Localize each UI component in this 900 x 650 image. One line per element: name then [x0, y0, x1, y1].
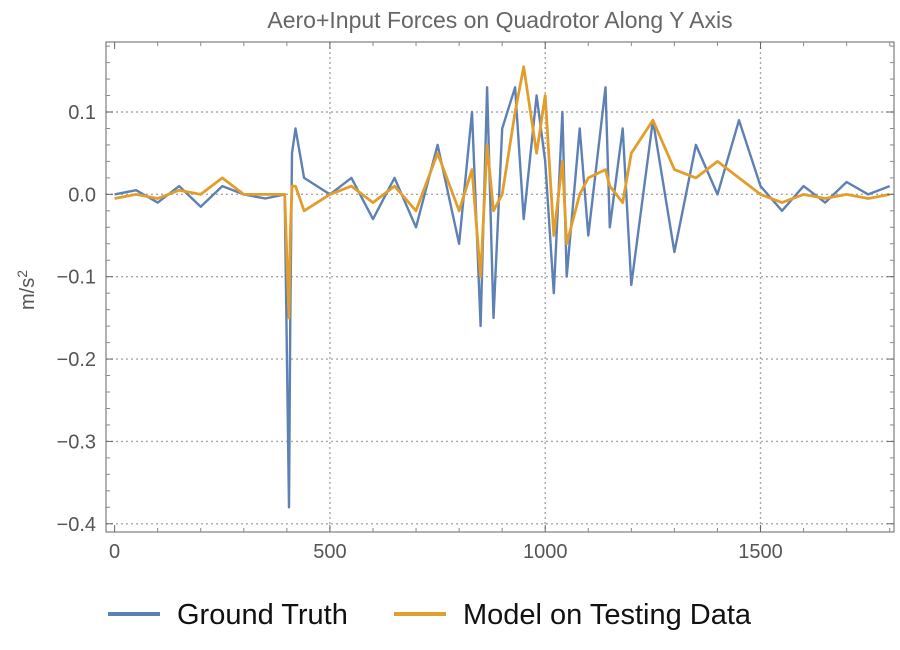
- plot-frame: [105, 41, 895, 533]
- y-axis-unit-exponent: 2: [14, 270, 30, 278]
- y-tick-label: −0.3: [57, 431, 96, 453]
- series-line-ground-truth: [114, 86, 891, 509]
- x-tick-label: 0: [109, 541, 120, 563]
- legend: Ground Truth Model on Testing Data: [108, 599, 752, 631]
- gridlines: [106, 42, 894, 532]
- y-axis-unit: m/s: [17, 278, 39, 310]
- y-tick-label: 0.1: [68, 102, 96, 124]
- y-tick-label: 0.0: [68, 184, 96, 206]
- y-tick-label: −0.2: [57, 349, 96, 371]
- x-tick-label: 500: [313, 541, 346, 563]
- series-line-model-on-testing-data: [114, 65, 890, 320]
- y-tick-label: −0.1: [57, 267, 96, 289]
- x-tick-label: 1500: [738, 541, 783, 563]
- y-axis-title: m/s2: [14, 270, 39, 310]
- y-tick-label: −0.4: [57, 514, 96, 536]
- axis-ticks: 0 500 1000 1500 0.1 0.0 −0.1 −0.2 −0.3 −0.4: [57, 42, 894, 563]
- legend-label-model-on-testing-data: Model on Testing Data: [463, 599, 752, 631]
- x-tick-label: 1000: [523, 541, 568, 563]
- series-lines: [114, 65, 891, 509]
- chart-title: Aero+Input Forces on Quadrotor Along Y A…: [267, 7, 732, 33]
- legend-label-ground-truth: Ground Truth: [177, 599, 348, 631]
